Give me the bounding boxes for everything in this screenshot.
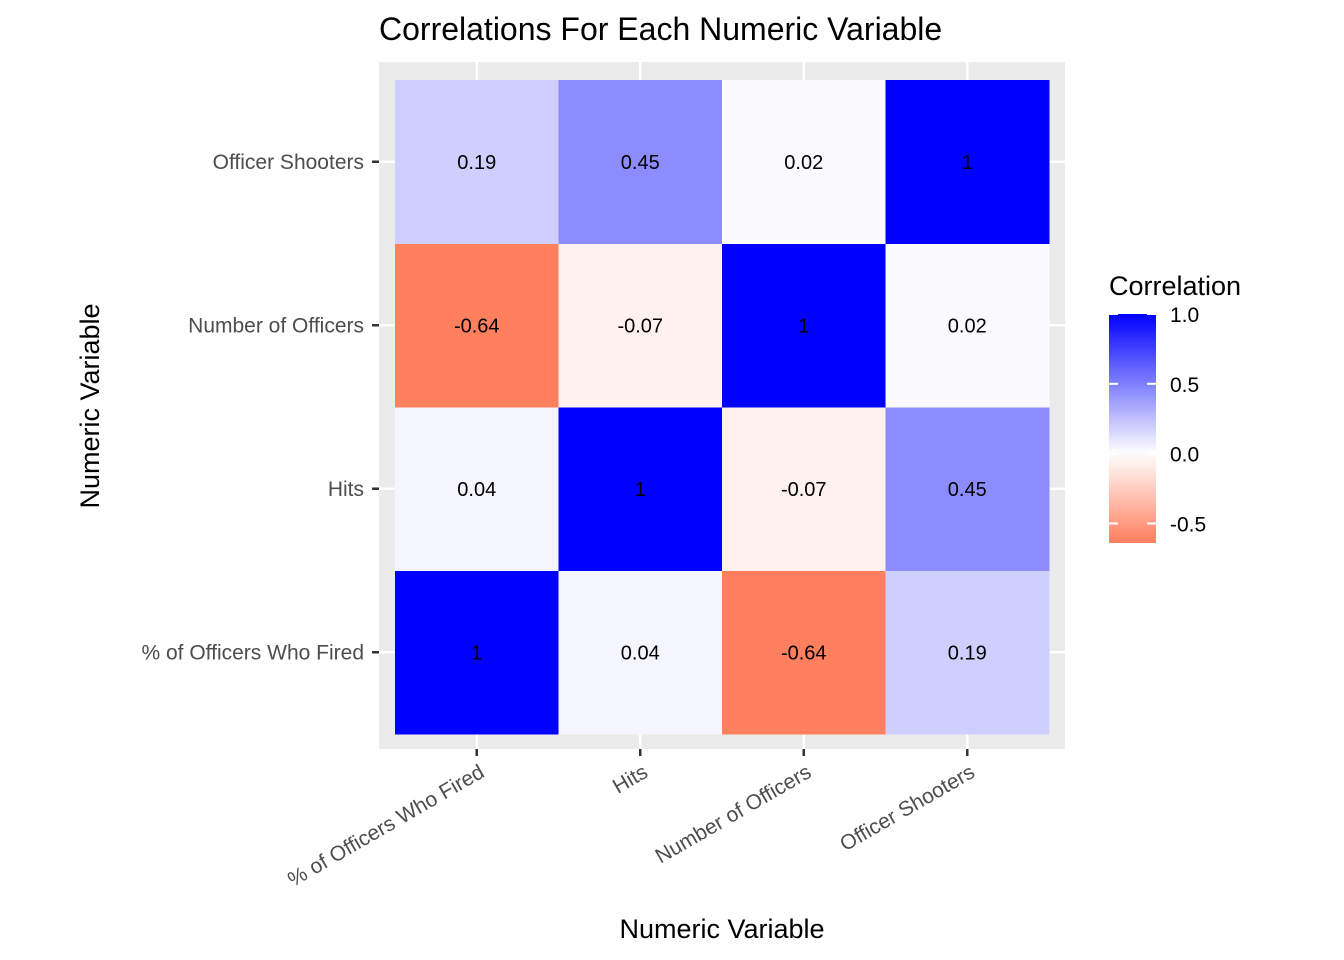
heatmap-cell xyxy=(558,570,723,735)
cell-value-label: 0.04 xyxy=(621,642,660,664)
legend-tick-label: 0.0 xyxy=(1170,444,1199,467)
cell-value-label: 0.04 xyxy=(457,479,496,501)
heatmap-cell xyxy=(722,570,886,735)
legend-title: Correlation xyxy=(1109,271,1241,301)
y-tick-label: Hits xyxy=(328,478,364,501)
y-axis-title: Numeric Variable xyxy=(75,303,105,508)
heatmap-cell xyxy=(885,570,1050,735)
cell-value-label: -0.64 xyxy=(454,315,500,337)
cell-value-label: 1 xyxy=(635,479,646,501)
legend-tick-label: -0.5 xyxy=(1170,513,1206,536)
x-tick-label: % of Officers Who Fired xyxy=(284,760,488,891)
heatmap-cell xyxy=(722,243,886,408)
heatmap-cell xyxy=(722,407,886,571)
color-legend: Correlation 1.0 0.5 0.0 -0.5 xyxy=(1109,271,1241,543)
heatmap-cell xyxy=(395,407,559,571)
cell-value-label: 1 xyxy=(962,152,973,174)
x-axis-title: Numeric Variable xyxy=(619,914,824,944)
cell-value-label: 0.19 xyxy=(948,642,987,664)
legend-tick-label: 0.5 xyxy=(1170,374,1199,397)
cell-value-label: 0.45 xyxy=(948,479,987,501)
heatmap-cell xyxy=(558,243,723,408)
heatmap-cell xyxy=(558,407,723,571)
legend-ticks: 1.0 0.5 0.0 -0.5 xyxy=(1109,304,1206,536)
cell-value-label: 0.02 xyxy=(948,315,987,337)
cell-value-label: -0.64 xyxy=(781,642,827,664)
heatmap-cell xyxy=(722,80,886,244)
heatmap-cells xyxy=(395,80,1050,735)
heatmap-cell xyxy=(395,80,559,244)
heatmap-cell xyxy=(885,80,1050,244)
cell-value-label: -0.07 xyxy=(617,315,663,337)
heatmap-cell xyxy=(395,243,559,408)
y-tick-label: Officer Shooters xyxy=(213,151,364,174)
cell-value-label: 0.45 xyxy=(621,152,660,174)
cell-value-label: 1 xyxy=(798,315,809,337)
cell-value-label: -0.07 xyxy=(781,479,827,501)
x-tick-label: Number of Officers xyxy=(651,760,815,868)
cell-value-label: 0.19 xyxy=(457,152,496,174)
y-tick-label: Number of Officers xyxy=(188,314,364,337)
heatmap-cell xyxy=(395,570,559,735)
heatmap-cell xyxy=(558,80,723,244)
chart-title: Correlations For Each Numeric Variable xyxy=(379,11,942,47)
heatmap-cell-labels: 1 0.04 -0.64 0.19 0.04 1 -0.07 0.45 -0.64 -0.07 1 0… xyxy=(454,152,987,665)
cell-value-label: 0.02 xyxy=(784,152,823,174)
x-tick-label: Hits xyxy=(609,760,652,798)
heatmap-cell xyxy=(885,243,1050,408)
legend-colorbar xyxy=(1109,314,1156,543)
x-tick-label: Officer Shooters xyxy=(836,760,979,856)
y-axis: % of Officers Who Fired Hits Number of Off… xyxy=(141,151,379,664)
y-tick-label: % of Officers Who Fired xyxy=(141,641,364,664)
legend-tick-label: 1.0 xyxy=(1170,304,1199,327)
x-axis: % of Officers Who Fired Hits Number of Off… xyxy=(284,749,979,892)
heatmap-cell xyxy=(885,407,1050,571)
cell-value-label: 1 xyxy=(471,642,482,664)
